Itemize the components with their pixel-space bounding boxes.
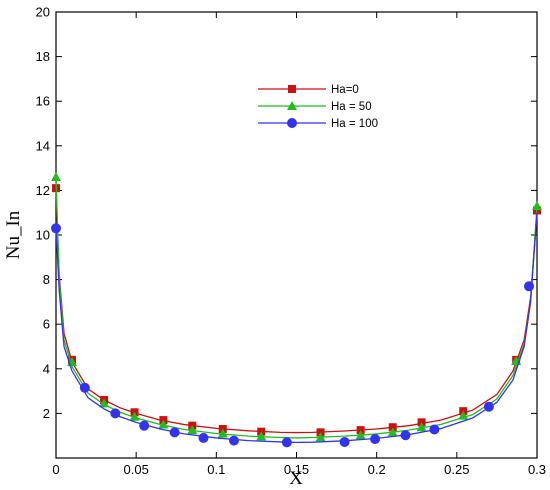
legend-item-ha-0: Ha=0 [258, 84, 359, 96]
legend-marker-square [288, 85, 296, 93]
data-point-ha-0 [356, 426, 365, 435]
series-layer [51, 172, 542, 448]
data-point-ha-50 [355, 430, 366, 440]
x-axis-title: X [289, 468, 303, 489]
data-point-ha-100 [79, 382, 90, 393]
x-tick-label: 0.2 [368, 462, 386, 477]
x-tick-label: 0.1 [207, 462, 225, 477]
y-axis-title: Nu_In [3, 210, 24, 259]
data-point-ha-100 [523, 281, 534, 292]
data-point-ha-50 [315, 432, 326, 442]
series-ha-100 [51, 212, 538, 448]
x-tick-label: 0 [52, 462, 59, 477]
series-line-ha-100 [55, 212, 538, 444]
data-point-ha-100 [169, 427, 180, 438]
data-point-ha-100 [51, 223, 61, 234]
data-point-ha-50 [51, 172, 61, 182]
data-point-ha-50 [458, 410, 469, 420]
data-point-ha-100 [339, 436, 350, 447]
data-point-ha-50 [158, 419, 169, 429]
series-line-ha-50 [55, 176, 538, 439]
y-tick-label: 16 [36, 94, 50, 109]
x-tick-label: 0.05 [124, 462, 149, 477]
legend-marker-circle [287, 118, 297, 128]
x-axis-ticks: 0 0.05 0.1 0.15 0.2 0.25 0.3 [52, 12, 546, 477]
data-point-ha-100 [400, 430, 411, 441]
y-tick-label: 10 [36, 228, 50, 243]
data-point-ha-100 [370, 434, 381, 445]
data-point-ha-100 [281, 437, 292, 448]
y-tick-label: 12 [36, 183, 50, 198]
data-point-ha-50 [532, 201, 542, 211]
data-point-ha-100 [429, 424, 440, 435]
data-point-ha-0 [388, 423, 397, 432]
plot-frame [55, 11, 538, 459]
legend-label: Ha = 100 [331, 118, 378, 130]
data-point-ha-50 [387, 427, 398, 437]
y-tick-label: 4 [43, 361, 50, 376]
data-point-ha-50 [416, 422, 427, 432]
data-point-ha-100 [198, 432, 209, 443]
y-tick-label: 18 [36, 49, 50, 64]
y-tick-label: 2 [43, 406, 50, 421]
data-point-ha-50 [187, 425, 198, 435]
y-axis-ticks: 2 4 6 8 10 12 14 16 18 20 [36, 5, 537, 421]
y-tick-label: 8 [43, 272, 50, 287]
x-tick-label: 0.25 [444, 462, 469, 477]
x-tick-label: 0.3 [528, 462, 546, 477]
data-point-ha-50 [129, 411, 140, 421]
legend: Ha=0 Ha = 50 Ha = 100 [258, 84, 378, 130]
legend-marker-triangle [287, 101, 297, 110]
legend-label: Ha = 50 [331, 101, 372, 113]
data-point-ha-100 [139, 420, 150, 431]
data-point-ha-100 [110, 408, 121, 419]
y-tick-label: 6 [43, 317, 50, 332]
x-tick-label: 0.15 [284, 462, 309, 477]
data-point-ha-50 [256, 431, 267, 441]
legend-item-ha-50: Ha = 50 [258, 101, 372, 113]
data-point-ha-100 [483, 401, 494, 412]
legend-label: Ha=0 [331, 84, 359, 96]
data-point-ha-100 [228, 435, 239, 446]
data-point-ha-50 [217, 428, 228, 438]
legend-item-ha-100: Ha = 100 [258, 118, 378, 130]
y-tick-label: 20 [36, 5, 50, 20]
y-tick-label: 14 [36, 138, 50, 153]
data-point-ha-50 [99, 398, 110, 408]
